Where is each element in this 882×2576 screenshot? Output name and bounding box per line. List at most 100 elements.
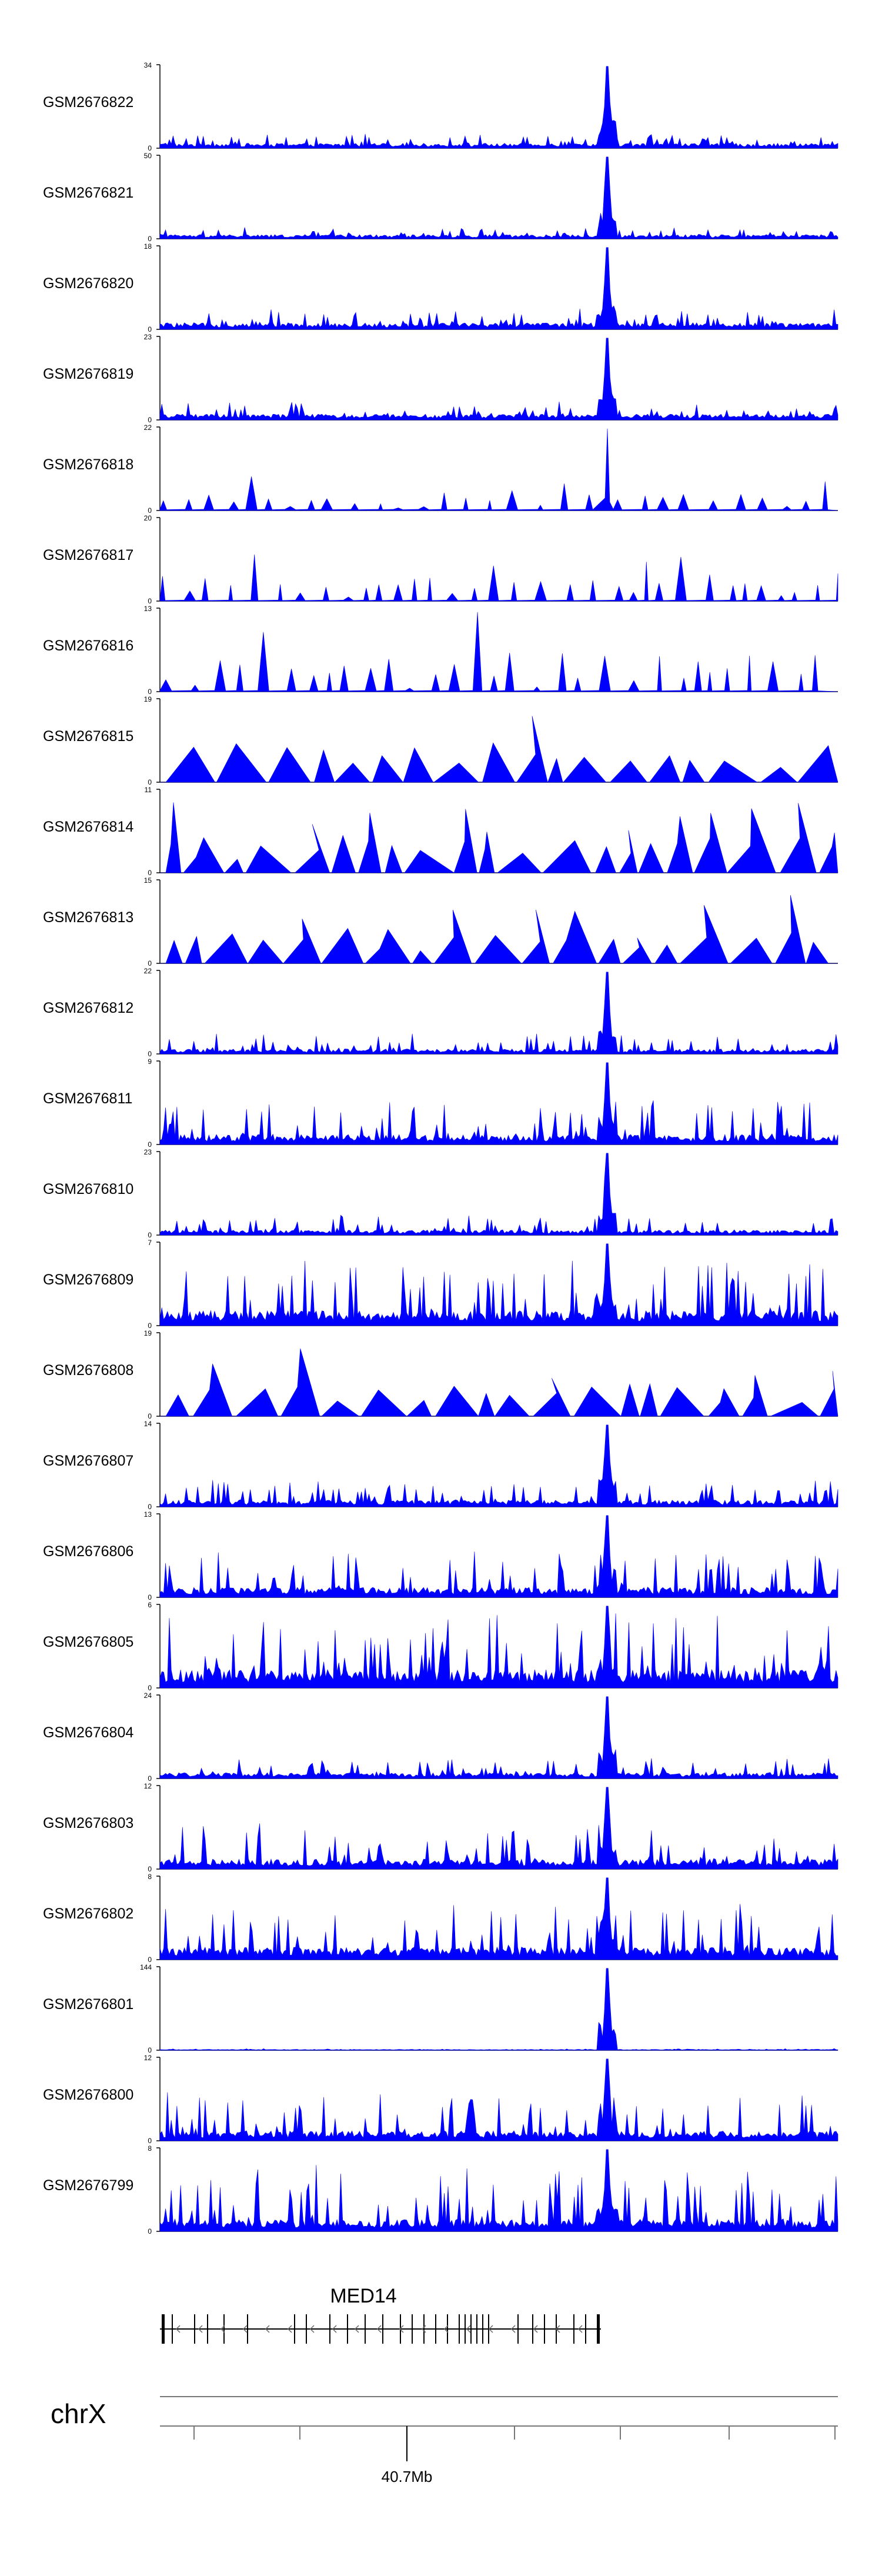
coverage-area — [159, 247, 838, 330]
track-label: GSM2676822 — [43, 94, 133, 111]
strand-arrow — [533, 2325, 538, 2333]
strand-arrow — [354, 2325, 359, 2333]
y-min-label: 0 — [148, 506, 152, 515]
track-GSM2676804: GSM2676804 24 0 — [43, 1691, 838, 1783]
exon — [412, 2314, 413, 2344]
track-label: GSM2676807 — [43, 1453, 133, 1469]
exon — [294, 2314, 295, 2344]
y-max-label: 24 — [144, 1691, 152, 1700]
track-label: GSM2676802 — [43, 1906, 133, 1922]
y-max-label: 19 — [144, 695, 152, 703]
exon — [365, 2314, 366, 2344]
y-min-label: 0 — [148, 235, 152, 243]
exon — [162, 2314, 165, 2344]
y-max-label: 22 — [144, 423, 152, 432]
coverage-area — [159, 428, 838, 511]
coverage-area — [160, 895, 838, 964]
track-label: GSM2676801 — [43, 1996, 133, 2013]
track-GSM2676814: GSM2676814 11 0 — [43, 786, 838, 877]
track-label: GSM2676820 — [43, 275, 133, 292]
coverage-area — [159, 1424, 838, 1507]
track-label: GSM2676811 — [43, 1090, 132, 1107]
strand-arrow — [421, 2325, 426, 2333]
exon — [447, 2314, 448, 2344]
track-GSM2676821: GSM2676821 50 0 — [43, 152, 838, 243]
y-min-label: 0 — [148, 1140, 152, 1149]
y-max-label: 9 — [148, 1057, 152, 1066]
track-label: GSM2676799 — [43, 2177, 133, 2194]
y-max-label: 6 — [148, 1601, 152, 1609]
y-min-label: 0 — [148, 1412, 152, 1420]
y-max-label: 15 — [144, 876, 152, 885]
exon — [597, 2314, 600, 2344]
track-label: GSM2676805 — [43, 1634, 133, 1650]
track-GSM2676822: GSM2676822 34 0 — [43, 61, 838, 152]
y-min-label: 0 — [148, 688, 152, 696]
track-label: GSM2676815 — [43, 728, 133, 745]
coverage-area — [159, 612, 838, 692]
y-max-label: 50 — [144, 152, 152, 160]
y-max-label: 8 — [148, 1873, 152, 1881]
strand-arrow — [265, 2325, 270, 2333]
track-label: GSM2676813 — [43, 909, 133, 926]
strand-arrow — [198, 2325, 203, 2333]
track-GSM2676815: GSM2676815 19 0 — [43, 695, 838, 786]
coverage-area — [159, 1696, 838, 1779]
y-min-label: 0 — [148, 869, 152, 877]
coverage-area — [159, 1153, 838, 1236]
chromosome-axis: chrX 40.7Mb — [51, 2396, 838, 2485]
coverage-area — [159, 66, 838, 149]
exon — [544, 2314, 545, 2344]
y-min-label: 0 — [148, 2227, 152, 2235]
exon — [470, 2314, 472, 2344]
strand-arrow — [332, 2325, 337, 2333]
track-label: GSM2676816 — [43, 638, 133, 654]
strand-arrow — [466, 2325, 471, 2333]
track-GSM2676812: GSM2676812 22 0 — [43, 967, 838, 1058]
y-min-label: 0 — [148, 1684, 152, 1692]
gene-model-med14: MED14 — [160, 2285, 601, 2344]
y-min-label: 0 — [148, 325, 152, 333]
track-GSM2676817: GSM2676817 20 0 — [43, 514, 838, 605]
y-max-label: 13 — [144, 1510, 152, 1519]
y-max-label: 11 — [145, 786, 152, 794]
coverage-area — [159, 1243, 838, 1326]
track-GSM2676819: GSM2676819 23 0 — [43, 333, 838, 424]
y-min-label: 0 — [148, 2046, 152, 2054]
y-min-label: 0 — [148, 1503, 152, 1511]
coverage-area — [159, 1877, 838, 1960]
track-label: GSM2676821 — [43, 185, 133, 201]
y-min-label: 0 — [148, 416, 152, 424]
track-label: GSM2676819 — [43, 366, 133, 382]
strand-arrow — [399, 2325, 404, 2333]
y-max-label: 23 — [144, 333, 152, 341]
y-max-label: 18 — [144, 242, 152, 251]
exon — [306, 2314, 307, 2344]
coverage-area — [159, 1062, 838, 1145]
track-GSM2676808: GSM2676808 19 0 — [43, 1329, 838, 1420]
y-max-label: 13 — [144, 605, 152, 613]
coverage-area — [159, 338, 838, 421]
exon — [223, 2314, 225, 2344]
coverage-area — [159, 2058, 838, 2141]
y-min-label: 0 — [148, 1231, 152, 1239]
coverage-area — [159, 156, 838, 239]
exon — [532, 2314, 533, 2344]
track-label: GSM2676803 — [43, 1815, 133, 1831]
coverage-area — [160, 1348, 838, 1417]
track-GSM2676820: GSM2676820 18 0 — [43, 242, 838, 333]
coverage-area — [159, 1787, 838, 1870]
exon — [517, 2314, 519, 2344]
coverage-tracks: GSM2676822340GSM2676821500GSM2676820180G… — [43, 61, 838, 2235]
strand-arrow — [443, 2325, 449, 2333]
strand-arrow — [488, 2325, 493, 2333]
track-label: GSM2676814 — [43, 819, 133, 835]
strand-arrow — [175, 2325, 181, 2333]
coverage-area — [159, 1606, 838, 1689]
track-GSM2676803: GSM2676803 12 0 — [43, 1782, 838, 1873]
strand-arrow — [242, 2325, 248, 2333]
track-GSM2676799: GSM2676799 8 0 — [43, 2144, 838, 2235]
y-max-label: 8 — [148, 2144, 152, 2153]
coverage-area — [159, 1968, 838, 2051]
coordinate-ticks — [193, 2426, 836, 2440]
